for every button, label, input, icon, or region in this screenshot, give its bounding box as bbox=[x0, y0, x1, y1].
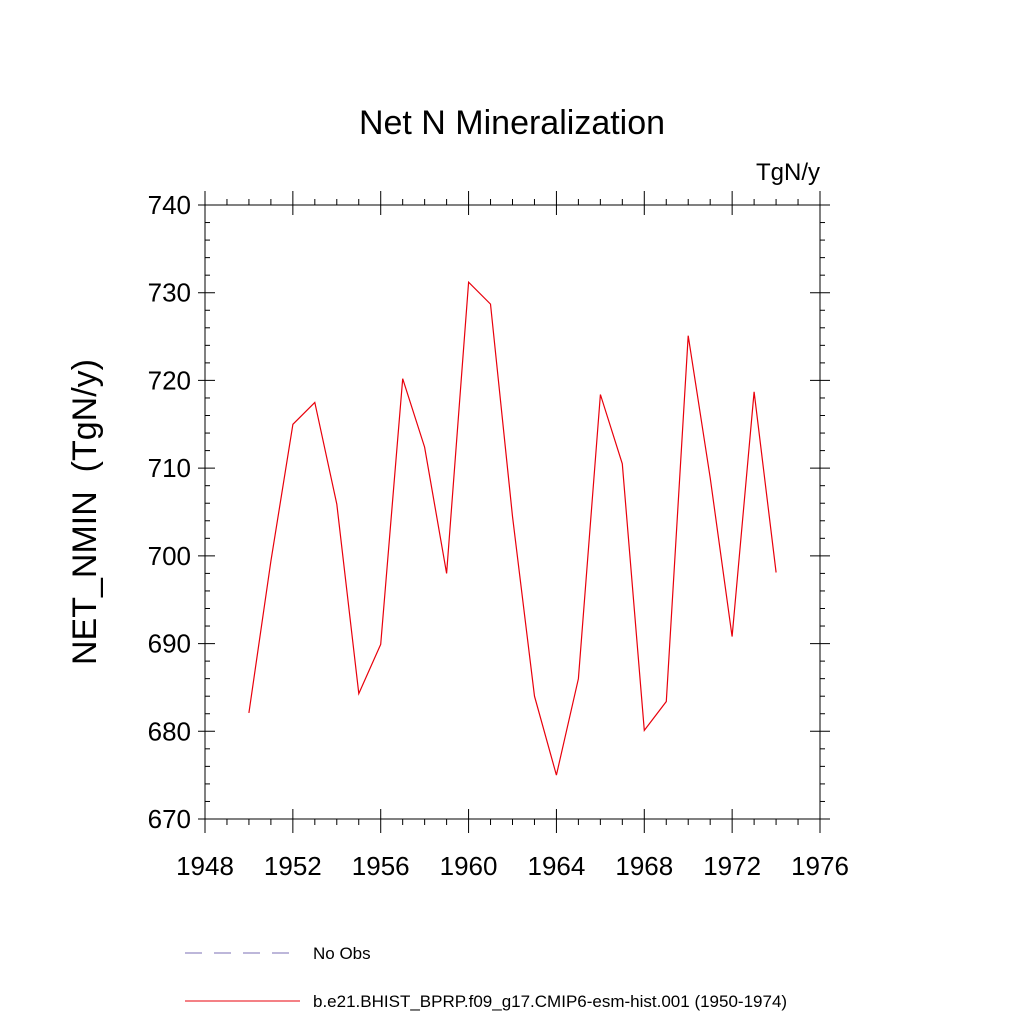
y-tick-label: 680 bbox=[148, 716, 191, 746]
x-tick-label: 1948 bbox=[176, 851, 234, 881]
y-axis-label: NET_NMIN (TgN/y) bbox=[66, 359, 104, 665]
y-tick-label: 740 bbox=[148, 190, 191, 220]
legend: No Obs b.e21.BHIST_BPRP.f09_g17.CMIP6-es… bbox=[185, 944, 787, 1011]
y-tick-label: 700 bbox=[148, 541, 191, 571]
chart-title: Net N Mineralization bbox=[359, 104, 665, 142]
y-tick-label: 730 bbox=[148, 278, 191, 308]
plot-frame bbox=[204, 204, 821, 820]
x-tick-label: 1972 bbox=[703, 851, 761, 881]
y-tick-label: 710 bbox=[148, 453, 191, 483]
x-tick-label: 1968 bbox=[615, 851, 673, 881]
units-label: TgN/y bbox=[756, 159, 820, 186]
x-tick-label: 1952 bbox=[264, 851, 322, 881]
y-axis-ticks: 670 680 690 700 710 720 730 740 bbox=[148, 190, 830, 834]
x-tick-label: 1976 bbox=[791, 851, 849, 881]
y-tick-label: 720 bbox=[148, 365, 191, 395]
x-tick-label: 1956 bbox=[352, 851, 410, 881]
x-axis-ticks: 1948 1952 1956 1960 1964 1968 1972 1976 bbox=[176, 191, 849, 881]
y-tick-label: 670 bbox=[148, 804, 191, 834]
y-tick-label: 690 bbox=[148, 629, 191, 659]
x-tick-label: 1960 bbox=[440, 851, 498, 881]
series-layer bbox=[248, 280, 777, 776]
series-line-model bbox=[248, 280, 777, 776]
legend-label-obs: No Obs bbox=[313, 944, 371, 963]
legend-label-model: b.e21.BHIST_BPRP.f09_g17.CMIP6-esm-hist.… bbox=[313, 992, 787, 1011]
x-tick-label: 1964 bbox=[528, 851, 586, 881]
